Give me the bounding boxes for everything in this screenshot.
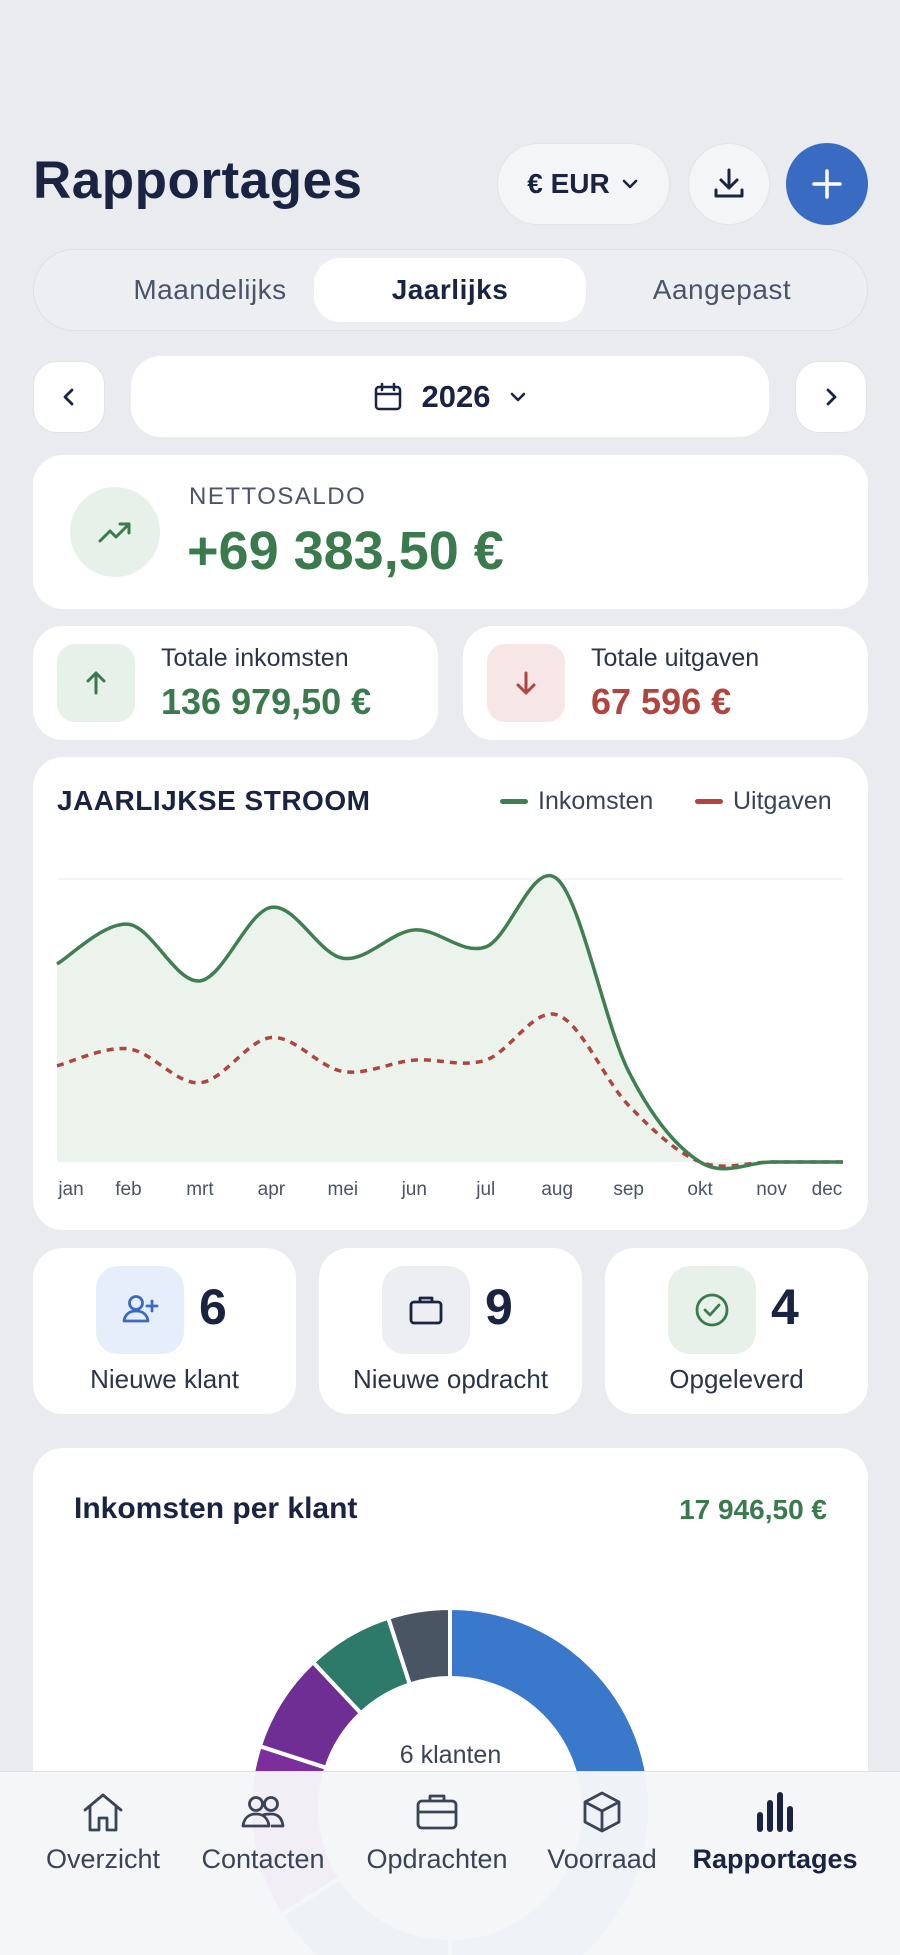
expense-total-label: Totale uitgaven bbox=[591, 644, 760, 672]
chart-title: JAARLIJKSE STROOM bbox=[57, 785, 371, 816]
check-circle-icon bbox=[668, 1266, 756, 1354]
nav-label-rapportages: Rapportages bbox=[692, 1844, 858, 1874]
expense-total-value: 67 596 € bbox=[591, 681, 732, 722]
stat-delivered-value: 4 bbox=[771, 1279, 799, 1335]
nav-item-opdrachten[interactable]: Opdrachten bbox=[357, 1786, 517, 1875]
x-tick-label: aug bbox=[541, 1179, 573, 1200]
legend-expense: Uitgaven bbox=[695, 787, 832, 816]
x-tick-label: okt bbox=[687, 1179, 713, 1200]
expense-total-card: Totale uitgaven 67 596 € bbox=[463, 626, 868, 740]
stat-delivered[interactable]: 4 Opgeleverd bbox=[605, 1248, 868, 1414]
yearly-flow-chart-card: JAARLIJKSE STROOM Inkomsten Uitgaven jan… bbox=[33, 757, 868, 1230]
net-balance-value: +69 383,50 € bbox=[187, 521, 504, 581]
x-tick-label: jun bbox=[401, 1179, 427, 1200]
yearly-flow-chart: jan feb mrt apr mei jun jul aug sep okt nov dec bbox=[56, 874, 843, 1200]
nav-item-voorraad[interactable]: Voorraad bbox=[540, 1786, 664, 1875]
year-selector[interactable]: 2026 bbox=[131, 356, 769, 437]
chevron-down-icon bbox=[622, 179, 637, 189]
income-total-label: Totale inkomsten bbox=[161, 644, 349, 672]
download-button[interactable] bbox=[688, 143, 770, 225]
donut-center-label: 6 klanten bbox=[399, 1741, 502, 1769]
income-per-client-title: Inkomsten per klant bbox=[74, 1492, 358, 1525]
nav-item-overzicht[interactable]: Overzicht bbox=[38, 1786, 168, 1875]
stat-new-clients[interactable]: 6 Nieuwe klant bbox=[33, 1248, 296, 1414]
nav-label-voorraad: Voorraad bbox=[547, 1844, 657, 1874]
legend-expense-label: Uitgaven bbox=[733, 787, 832, 815]
tab-jaarlijks[interactable]: Jaarlijks bbox=[314, 258, 586, 322]
donut-slice[interactable] bbox=[385, 1605, 452, 1687]
plus-icon bbox=[812, 169, 842, 199]
nav-item-rapportages[interactable]: Rapportages bbox=[690, 1786, 860, 1875]
x-tick-label: mrt bbox=[186, 1179, 214, 1200]
nav-label-contacten: Contacten bbox=[201, 1844, 325, 1874]
legend-income: Inkomsten bbox=[500, 787, 653, 816]
bottom-navigation: Overzicht Contacten Opdrachten Voorraad … bbox=[0, 1771, 900, 1955]
briefcase-icon bbox=[382, 1266, 470, 1354]
chevron-right-icon bbox=[826, 388, 837, 406]
download-icon bbox=[714, 168, 744, 198]
net-balance-label: NETTOSALDO bbox=[189, 483, 367, 510]
stat-new-assignments-label: Nieuwe opdracht bbox=[352, 1364, 549, 1394]
calendar-icon bbox=[374, 382, 401, 410]
legend-income-swatch bbox=[500, 799, 528, 804]
x-tick-label: dec bbox=[812, 1179, 843, 1200]
nav-label-overzicht: Overzicht bbox=[45, 1844, 161, 1874]
income-total-value: 136 979,50 € bbox=[161, 681, 372, 722]
year-label: 2026 bbox=[421, 378, 491, 414]
trending-up-icon bbox=[70, 487, 160, 577]
period-tabs: Maandelijks Jaarlijks Aangepast bbox=[33, 249, 868, 331]
stat-new-clients-value: 6 bbox=[199, 1279, 227, 1335]
income-line bbox=[56, 874, 843, 1171]
tab-maandelijks[interactable]: Maandelijks bbox=[133, 274, 287, 305]
legend-expense-swatch bbox=[695, 799, 723, 804]
bar-chart-icon bbox=[757, 1792, 793, 1832]
page-title: Rapportages bbox=[33, 151, 363, 210]
stat-new-assignments-value: 9 bbox=[485, 1279, 513, 1335]
x-tick-label: feb bbox=[115, 1179, 141, 1200]
x-tick-label: mei bbox=[328, 1179, 359, 1200]
home-icon bbox=[83, 1793, 123, 1832]
nav-label-opdrachten: Opdrachten bbox=[366, 1844, 508, 1874]
previous-period-button[interactable] bbox=[33, 361, 105, 433]
add-button[interactable] bbox=[786, 143, 868, 225]
arrow-down-icon bbox=[487, 644, 565, 722]
stat-delivered-label: Opgeleverd bbox=[669, 1364, 804, 1394]
briefcase-icon bbox=[416, 1794, 458, 1830]
x-tick-label: sep bbox=[613, 1179, 644, 1200]
tab-aangepast[interactable]: Aangepast bbox=[652, 274, 792, 305]
currency-label: € EUR bbox=[527, 168, 610, 199]
income-area bbox=[57, 875, 843, 1169]
nav-item-contacten[interactable]: Contacten bbox=[193, 1786, 333, 1875]
next-period-button[interactable] bbox=[795, 361, 867, 433]
stat-new-clients-label: Nieuwe klant bbox=[90, 1364, 239, 1394]
currency-selector[interactable]: € EUR bbox=[497, 143, 670, 225]
x-tick-label: jan bbox=[57, 1179, 83, 1200]
stat-new-assignments[interactable]: 9 Nieuwe opdracht bbox=[319, 1248, 582, 1414]
chevron-left-icon bbox=[63, 388, 74, 406]
legend-income-label: Inkomsten bbox=[538, 787, 654, 815]
box-icon bbox=[583, 1791, 621, 1833]
net-balance-card: NETTOSALDO +69 383,50 € bbox=[33, 455, 868, 609]
user-plus-icon bbox=[96, 1266, 184, 1354]
income-total-card: Totale inkomsten 136 979,50 € bbox=[33, 626, 438, 740]
x-tick-label: nov bbox=[756, 1179, 787, 1200]
arrow-up-icon bbox=[57, 644, 135, 722]
income-per-client-total: 17 946,50 € bbox=[679, 1494, 827, 1525]
chevron-down-icon bbox=[511, 392, 526, 401]
x-tick-label: jul bbox=[475, 1179, 495, 1200]
x-tick-label: apr bbox=[258, 1179, 286, 1200]
contacts-icon bbox=[241, 1796, 285, 1828]
